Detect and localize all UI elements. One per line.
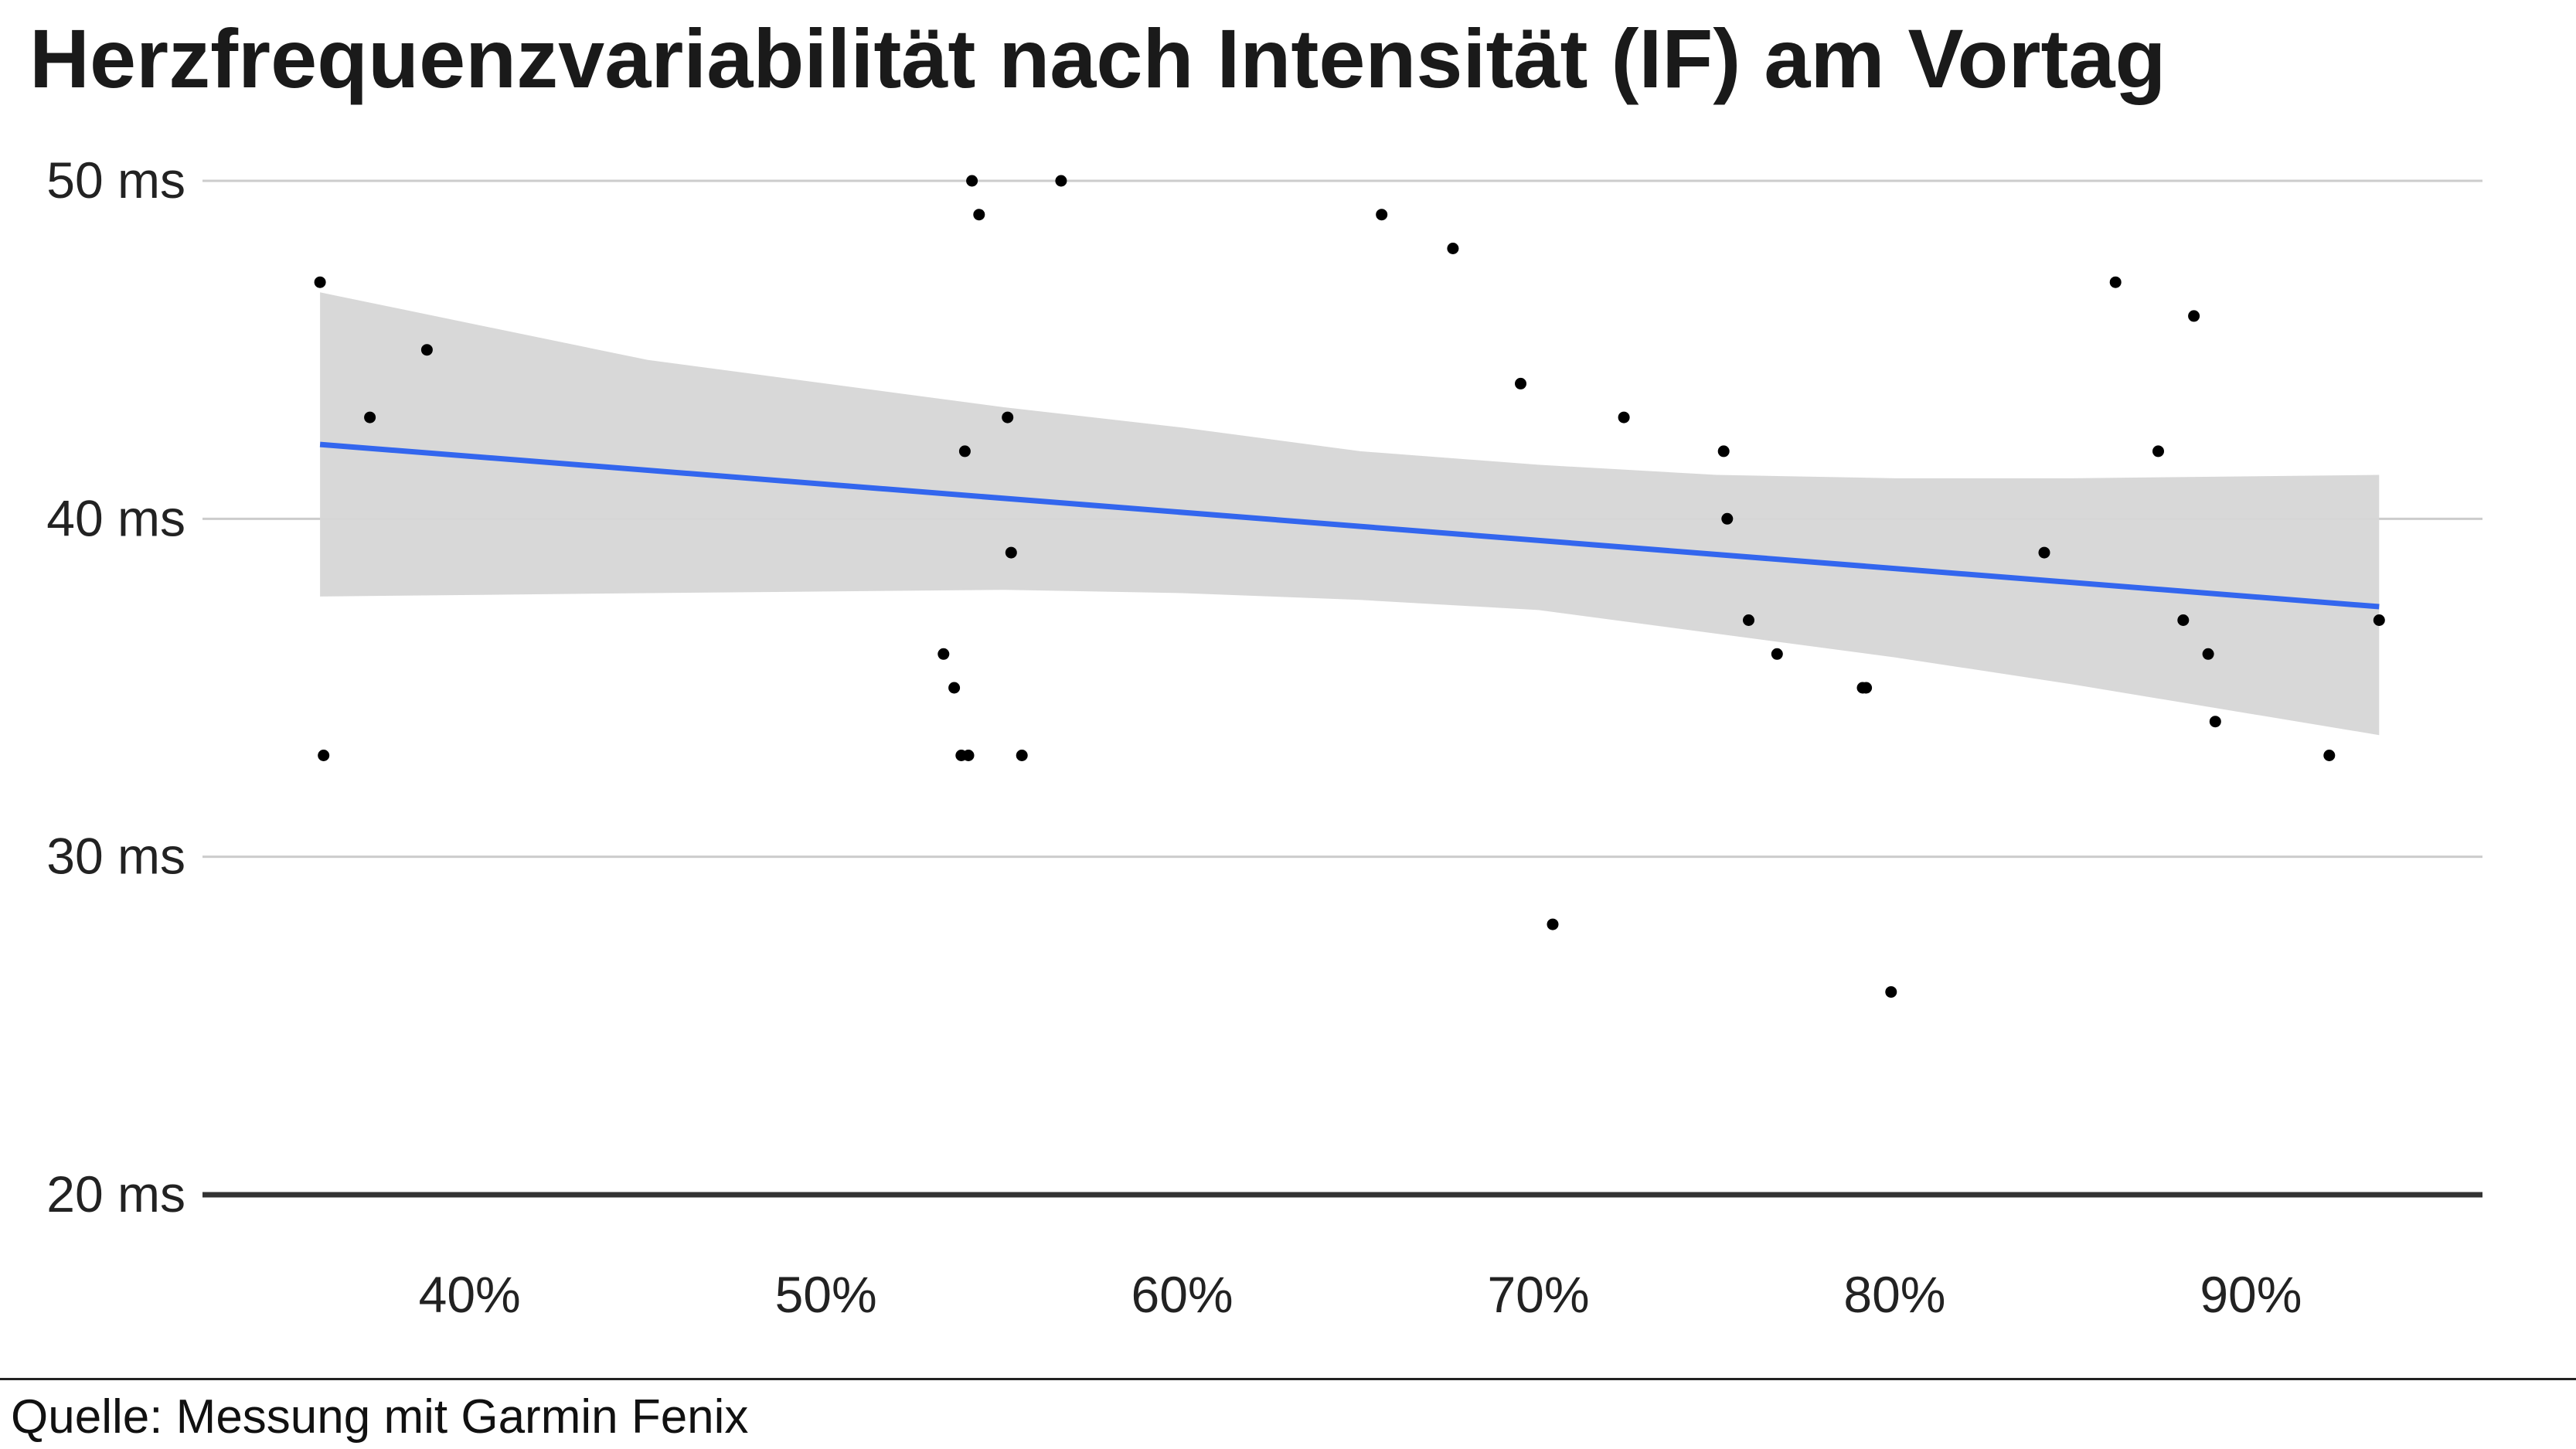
data-point xyxy=(1618,411,1630,423)
data-point xyxy=(2373,614,2385,626)
data-point xyxy=(2177,614,2190,626)
data-point xyxy=(958,445,971,457)
x-tick-label: 80% xyxy=(1843,1266,1945,1323)
data-point xyxy=(1717,445,1730,457)
data-point xyxy=(314,276,326,288)
trend-line xyxy=(319,441,2380,610)
data-point xyxy=(1885,986,1897,998)
data-point xyxy=(1005,546,1017,559)
data-point xyxy=(962,750,975,761)
data-point xyxy=(1515,377,1526,389)
x-tick-label: 70% xyxy=(1487,1266,1589,1323)
data-point xyxy=(966,175,978,187)
y-tick-label: 30 ms xyxy=(46,828,185,885)
data-point xyxy=(1016,750,1028,761)
data-point xyxy=(2109,276,2122,288)
data-point xyxy=(2152,445,2164,457)
x-tick-label: 50% xyxy=(775,1266,877,1323)
x-tick-label: 40% xyxy=(419,1266,521,1323)
confidence-band xyxy=(320,292,2380,736)
data-point xyxy=(420,344,433,356)
trend-line-group xyxy=(319,441,2380,610)
data-point xyxy=(1860,682,1873,694)
data-points xyxy=(314,175,2385,998)
y-tick-label: 50 ms xyxy=(46,151,185,209)
data-point xyxy=(2038,546,2050,559)
x-tick-label: 90% xyxy=(2200,1266,2302,1323)
y-tick-label: 20 ms xyxy=(46,1165,185,1223)
x-tick-label: 60% xyxy=(1131,1266,1234,1323)
data-point xyxy=(1743,614,1754,626)
data-point xyxy=(1447,243,1459,254)
source-caption: Quelle: Messung mit Garmin Fenix xyxy=(11,1390,749,1444)
data-point xyxy=(1721,512,1734,525)
confidence-band-group xyxy=(320,292,2380,736)
data-point xyxy=(318,750,330,761)
axes: 20 ms 30 ms 40 ms 50 ms 40% 50% 60% 70% 80% 90% xyxy=(46,151,2482,1323)
data-point xyxy=(2209,716,2221,728)
data-point xyxy=(1002,411,1014,423)
data-point xyxy=(2323,750,2336,761)
data-point xyxy=(1547,918,1559,930)
data-point xyxy=(364,411,376,423)
data-point xyxy=(938,648,950,660)
chart-title: Herzfrequenzvariabilität nach Intensität… xyxy=(29,12,2166,105)
data-point xyxy=(948,682,961,694)
data-point xyxy=(973,209,985,221)
data-point xyxy=(1771,648,1783,660)
data-point xyxy=(1055,175,1067,187)
y-tick-label: 40 ms xyxy=(46,489,185,546)
data-point xyxy=(1376,209,1388,221)
data-point xyxy=(2202,648,2214,660)
footer-divider xyxy=(0,1378,2576,1380)
data-point xyxy=(2188,310,2200,322)
